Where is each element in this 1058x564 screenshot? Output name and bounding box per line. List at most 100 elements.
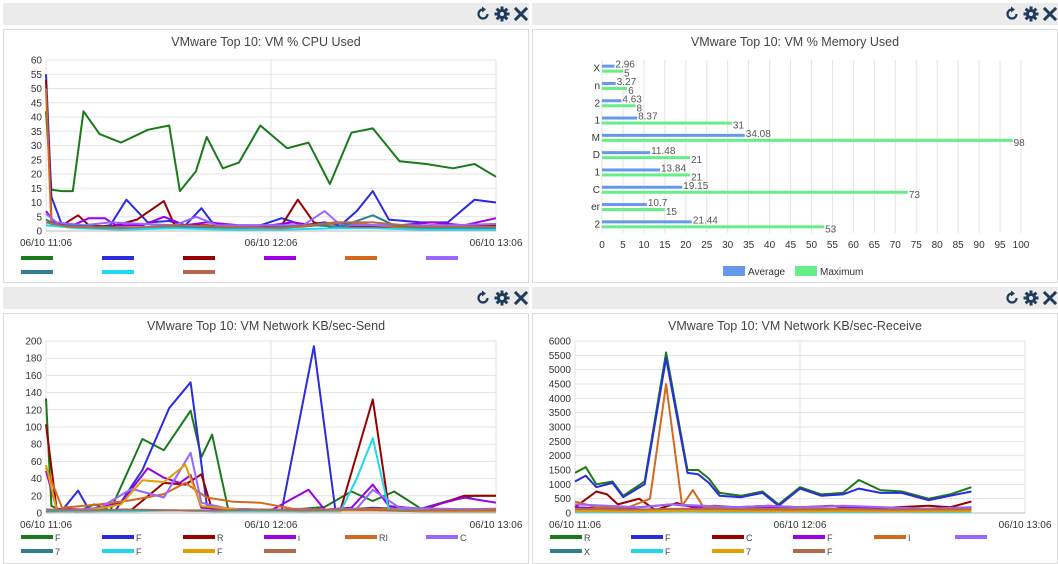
x-tick-label: 06/10 11:06	[20, 238, 73, 249]
refresh-icon[interactable]	[475, 290, 491, 306]
x-tick-label: 06/10 12:06	[245, 238, 298, 249]
x-tick-label: 20	[680, 240, 692, 251]
legend-label: F	[827, 547, 833, 557]
category-label: er	[591, 202, 601, 213]
y-tick-label: 5	[36, 212, 42, 223]
legend-swatch	[345, 256, 377, 260]
x-tick-label: 80	[932, 240, 944, 251]
legend-label: X	[584, 547, 590, 557]
legend-swatch	[874, 535, 906, 539]
legend-label: C	[746, 533, 753, 543]
y-tick-label: 15	[31, 184, 43, 195]
series-line	[45, 210, 497, 227]
gear-icon[interactable]	[1023, 6, 1039, 22]
x-tick-label: 06/10 12:06	[774, 520, 827, 531]
x-tick-label: 55	[827, 240, 839, 251]
x-tick-label: 75	[911, 240, 923, 251]
legend-swatch	[631, 549, 663, 553]
series-line	[574, 509, 972, 513]
gear-icon[interactable]	[494, 6, 510, 22]
bar-maximum	[602, 156, 690, 160]
x-tick-label: 15	[659, 240, 671, 251]
legend-swatch	[21, 270, 53, 274]
legend-swatch	[712, 549, 744, 553]
category-label: 2	[594, 219, 600, 230]
y-tick-label: 0	[36, 509, 42, 520]
category-label: 1	[594, 116, 600, 127]
legend-label: Average	[748, 267, 786, 278]
x-tick-label: 06/10 13:06	[470, 520, 523, 531]
panel-cpu: VMware Top 10: VM % CPU Used 0 5 10 15 20 25 30…	[3, 3, 529, 283]
y-tick-label: 80	[31, 440, 43, 451]
panel-net-receive: VMware Top 10: VM Network KB/sec-Receive…	[532, 287, 1058, 564]
y-tick-label: 60	[31, 457, 43, 468]
data-label-average: 19.15	[683, 181, 708, 192]
chart-title: VMware Top 10: VM % Memory Used	[691, 35, 899, 49]
legend-swatch	[345, 535, 377, 539]
data-label-maximum: 8	[637, 103, 643, 114]
panel-net-send: VMware Top 10: VM Network KB/sec-Send 0 20…	[3, 287, 529, 564]
x-tick-label: 70	[890, 240, 902, 251]
bar-maximum	[602, 69, 623, 73]
gear-icon[interactable]	[494, 290, 510, 306]
x-tick-label: 65	[869, 240, 881, 251]
y-tick-label: 45	[31, 98, 43, 109]
y-tick-label: 25	[31, 155, 43, 166]
legend-swatch	[183, 270, 215, 274]
x-tick-label: 50	[806, 240, 818, 251]
y-tick-label: 4500	[549, 380, 572, 391]
refresh-icon[interactable]	[475, 6, 491, 22]
y-tick-label: 30	[31, 141, 43, 152]
y-tick-label: 20	[31, 491, 43, 502]
refresh-icon[interactable]	[1004, 290, 1020, 306]
bar-average	[602, 203, 647, 207]
series-line	[45, 398, 496, 513]
legend-swatch	[183, 549, 215, 553]
data-label-average: 21.44	[693, 215, 718, 226]
data-label-average: 2.96	[615, 60, 635, 71]
refresh-icon[interactable]	[1004, 6, 1020, 22]
x-tick-label: 60	[848, 240, 860, 251]
close-icon[interactable]	[513, 290, 529, 306]
legend-swatch	[21, 256, 53, 260]
y-tick-label: 160	[25, 371, 42, 382]
legend-label: 7	[746, 547, 751, 557]
data-label-average: 10.7	[648, 198, 668, 209]
bar-average	[602, 168, 660, 172]
series-line	[45, 467, 497, 511]
legend-swatch	[723, 266, 745, 276]
close-icon[interactable]	[1042, 290, 1058, 306]
x-tick-label: 06/10 13:06	[999, 520, 1052, 531]
chart-title: VMware Top 10: VM % CPU Used	[171, 35, 360, 49]
data-label-maximum: 15	[666, 207, 678, 218]
chart-net-send: VMware Top 10: VM Network KB/sec-Send 0 20…	[20, 319, 523, 557]
series-line	[574, 351, 972, 506]
x-tick-label: 40	[764, 240, 776, 251]
legend-swatch	[264, 535, 296, 539]
panel-toolbar	[532, 3, 1058, 25]
y-tick-label: 35	[31, 127, 43, 138]
data-label-average: 11.48	[651, 146, 676, 157]
y-tick-label: 55	[31, 70, 43, 81]
y-tick-label: 0	[565, 509, 571, 520]
legend-label: F	[827, 533, 833, 543]
bar-average	[602, 81, 616, 85]
x-tick-label: 90	[974, 240, 986, 251]
gear-icon[interactable]	[1023, 290, 1039, 306]
y-tick-label: 100	[25, 423, 42, 434]
legend-label: I	[908, 533, 911, 543]
x-tick-label: 30	[722, 240, 734, 251]
chart-card: VMware Top 10: VM Network KB/sec-Receive…	[532, 313, 1058, 564]
y-tick-label: 1000	[549, 480, 572, 491]
series-line	[45, 221, 496, 230]
legend-label: F	[217, 547, 223, 557]
bar-maximum	[602, 104, 636, 108]
y-tick-label: 40	[31, 113, 43, 124]
close-icon[interactable]	[1042, 6, 1058, 22]
close-icon[interactable]	[513, 6, 529, 22]
legend-swatch	[102, 256, 134, 260]
panel-toolbar	[532, 287, 1058, 309]
legend-label: Maximum	[820, 267, 863, 278]
legend-label: F	[665, 533, 671, 543]
legend-swatch	[21, 549, 53, 553]
